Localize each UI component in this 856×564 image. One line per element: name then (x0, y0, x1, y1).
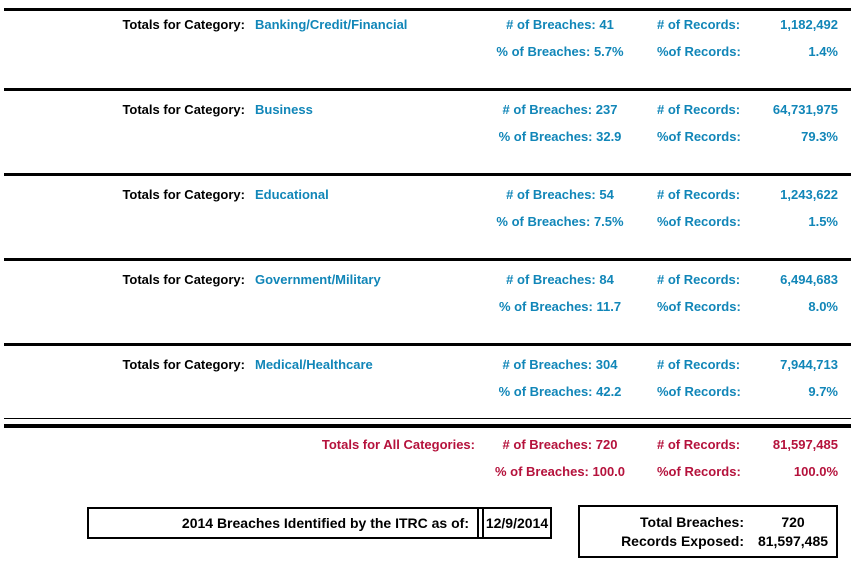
section-divider (4, 343, 851, 346)
category-row-counts: Totals for Category: Business # of Breac… (0, 102, 856, 118)
records-percent-label: %of Records: (657, 384, 741, 399)
category-name: Business (255, 102, 313, 117)
records-percent-value: 79.3% (801, 129, 838, 144)
category-section-business: Totals for Category: Business # of Breac… (0, 102, 856, 145)
category-row-label: Totals for Category: (122, 102, 245, 117)
category-row-counts: Totals for Category: Medical/Healthcare … (0, 357, 856, 373)
section-divider (4, 258, 851, 261)
breaches-percent: % of Breaches: 5.7% (496, 44, 624, 59)
records-exposed-label: Records Exposed: (621, 533, 744, 549)
category-row-counts: Totals for Category: Educational # of Br… (0, 187, 856, 203)
section-divider (4, 88, 851, 91)
totals-divider-thin (4, 418, 851, 419)
breaches-identified-label: 2014 Breaches Identified by the ITRC as … (181, 515, 469, 531)
category-name: Educational (255, 187, 329, 202)
breaches-count: # of Breaches: 84 (506, 272, 614, 287)
records-percent-label: %of Records: (657, 44, 741, 59)
breaches-count: # of Breaches: 54 (506, 187, 614, 202)
records-percent-value: 1.5% (808, 214, 838, 229)
category-section-banking: Totals for Category: Banking/Credit/Fina… (0, 17, 856, 60)
identified-date: 12/9/2014 (485, 515, 549, 531)
section-divider-top (4, 8, 851, 11)
records-value: 6,494,683 (780, 272, 838, 287)
records-percent-value: 1.4% (808, 44, 838, 59)
category-row-percents: % of Breaches: 7.5% %of Records: 1.5% (0, 214, 856, 230)
total-breaches-value: 720 (781, 514, 805, 530)
records-label: # of Records: (657, 102, 741, 117)
totals-records-percent-label: %of Records: (657, 464, 741, 479)
records-exposed-value: 81,597,485 (757, 533, 829, 549)
totals-records-value: 81,597,485 (772, 437, 838, 452)
records-value: 7,944,713 (780, 357, 838, 372)
breaches-count: # of Breaches: 304 (502, 357, 618, 372)
records-label: # of Records: (657, 17, 741, 32)
records-label: # of Records: (657, 357, 741, 372)
records-value: 1,243,622 (780, 187, 838, 202)
category-row-percents: % of Breaches: 42.2 %of Records: 9.7% (0, 384, 856, 400)
category-row-percents: % of Breaches: 11.7 %of Records: 8.0% (0, 299, 856, 315)
category-name: Banking/Credit/Financial (255, 17, 408, 32)
category-row-counts: Totals for Category: Government/Military… (0, 272, 856, 288)
records-label: # of Records: (657, 187, 741, 202)
totals-row-percents: % of Breaches: 100.0 %of Records: 100.0% (0, 464, 856, 480)
breaches-percent: % of Breaches: 32.9 (498, 129, 622, 144)
category-section-government: Totals for Category: Government/Military… (0, 272, 856, 315)
totals-row-counts: Totals for All Categories: # of Breaches… (0, 437, 856, 453)
totals-breaches-percent: % of Breaches: 100.0 (494, 464, 626, 479)
totals-breaches-count: # of Breaches: 720 (502, 437, 618, 452)
category-row-label: Totals for Category: (122, 187, 245, 202)
totals-label: Totals for All Categories: (321, 437, 475, 452)
category-section-educational: Totals for Category: Educational # of Br… (0, 187, 856, 230)
breaches-percent: % of Breaches: 42.2 (498, 384, 622, 399)
records-value: 1,182,492 (780, 17, 838, 32)
category-row-label: Totals for Category: (122, 357, 245, 372)
category-name: Medical/Healthcare (255, 357, 373, 372)
breaches-identified-box: 2014 Breaches Identified by the ITRC as … (87, 507, 552, 539)
category-section-medical: Totals for Category: Medical/Healthcare … (0, 357, 856, 400)
records-percent-label: %of Records: (657, 299, 741, 314)
breaches-count: # of Breaches: 41 (506, 17, 614, 32)
category-row-percents: % of Breaches: 32.9 %of Records: 79.3% (0, 129, 856, 145)
summary-totals-box: Total Breaches: 720 Records Exposed: 81,… (578, 505, 838, 558)
section-divider (4, 173, 851, 176)
category-name: Government/Military (255, 272, 381, 287)
breaches-percent: % of Breaches: 11.7 (498, 299, 622, 314)
box-vertical-divider (477, 509, 484, 537)
records-label: # of Records: (657, 272, 741, 287)
category-row-label: Totals for Category: (122, 272, 245, 287)
breaches-count: # of Breaches: 237 (502, 102, 618, 117)
category-row-percents: % of Breaches: 5.7% %of Records: 1.4% (0, 44, 856, 60)
records-percent-label: %of Records: (657, 214, 741, 229)
totals-divider-thick (4, 424, 851, 428)
total-breaches-label: Total Breaches: (640, 514, 744, 530)
records-percent-label: %of Records: (657, 129, 741, 144)
breaches-percent: % of Breaches: 7.5% (496, 214, 624, 229)
records-percent-value: 9.7% (808, 384, 838, 399)
totals-records-percent-value: 100.0% (793, 464, 838, 479)
totals-section: Totals for All Categories: # of Breaches… (0, 437, 856, 480)
records-value: 64,731,975 (772, 102, 838, 117)
category-row-label: Totals for Category: (122, 17, 245, 32)
category-row-counts: Totals for Category: Banking/Credit/Fina… (0, 17, 856, 33)
records-percent-value: 8.0% (808, 299, 838, 314)
totals-records-label: # of Records: (657, 437, 741, 452)
